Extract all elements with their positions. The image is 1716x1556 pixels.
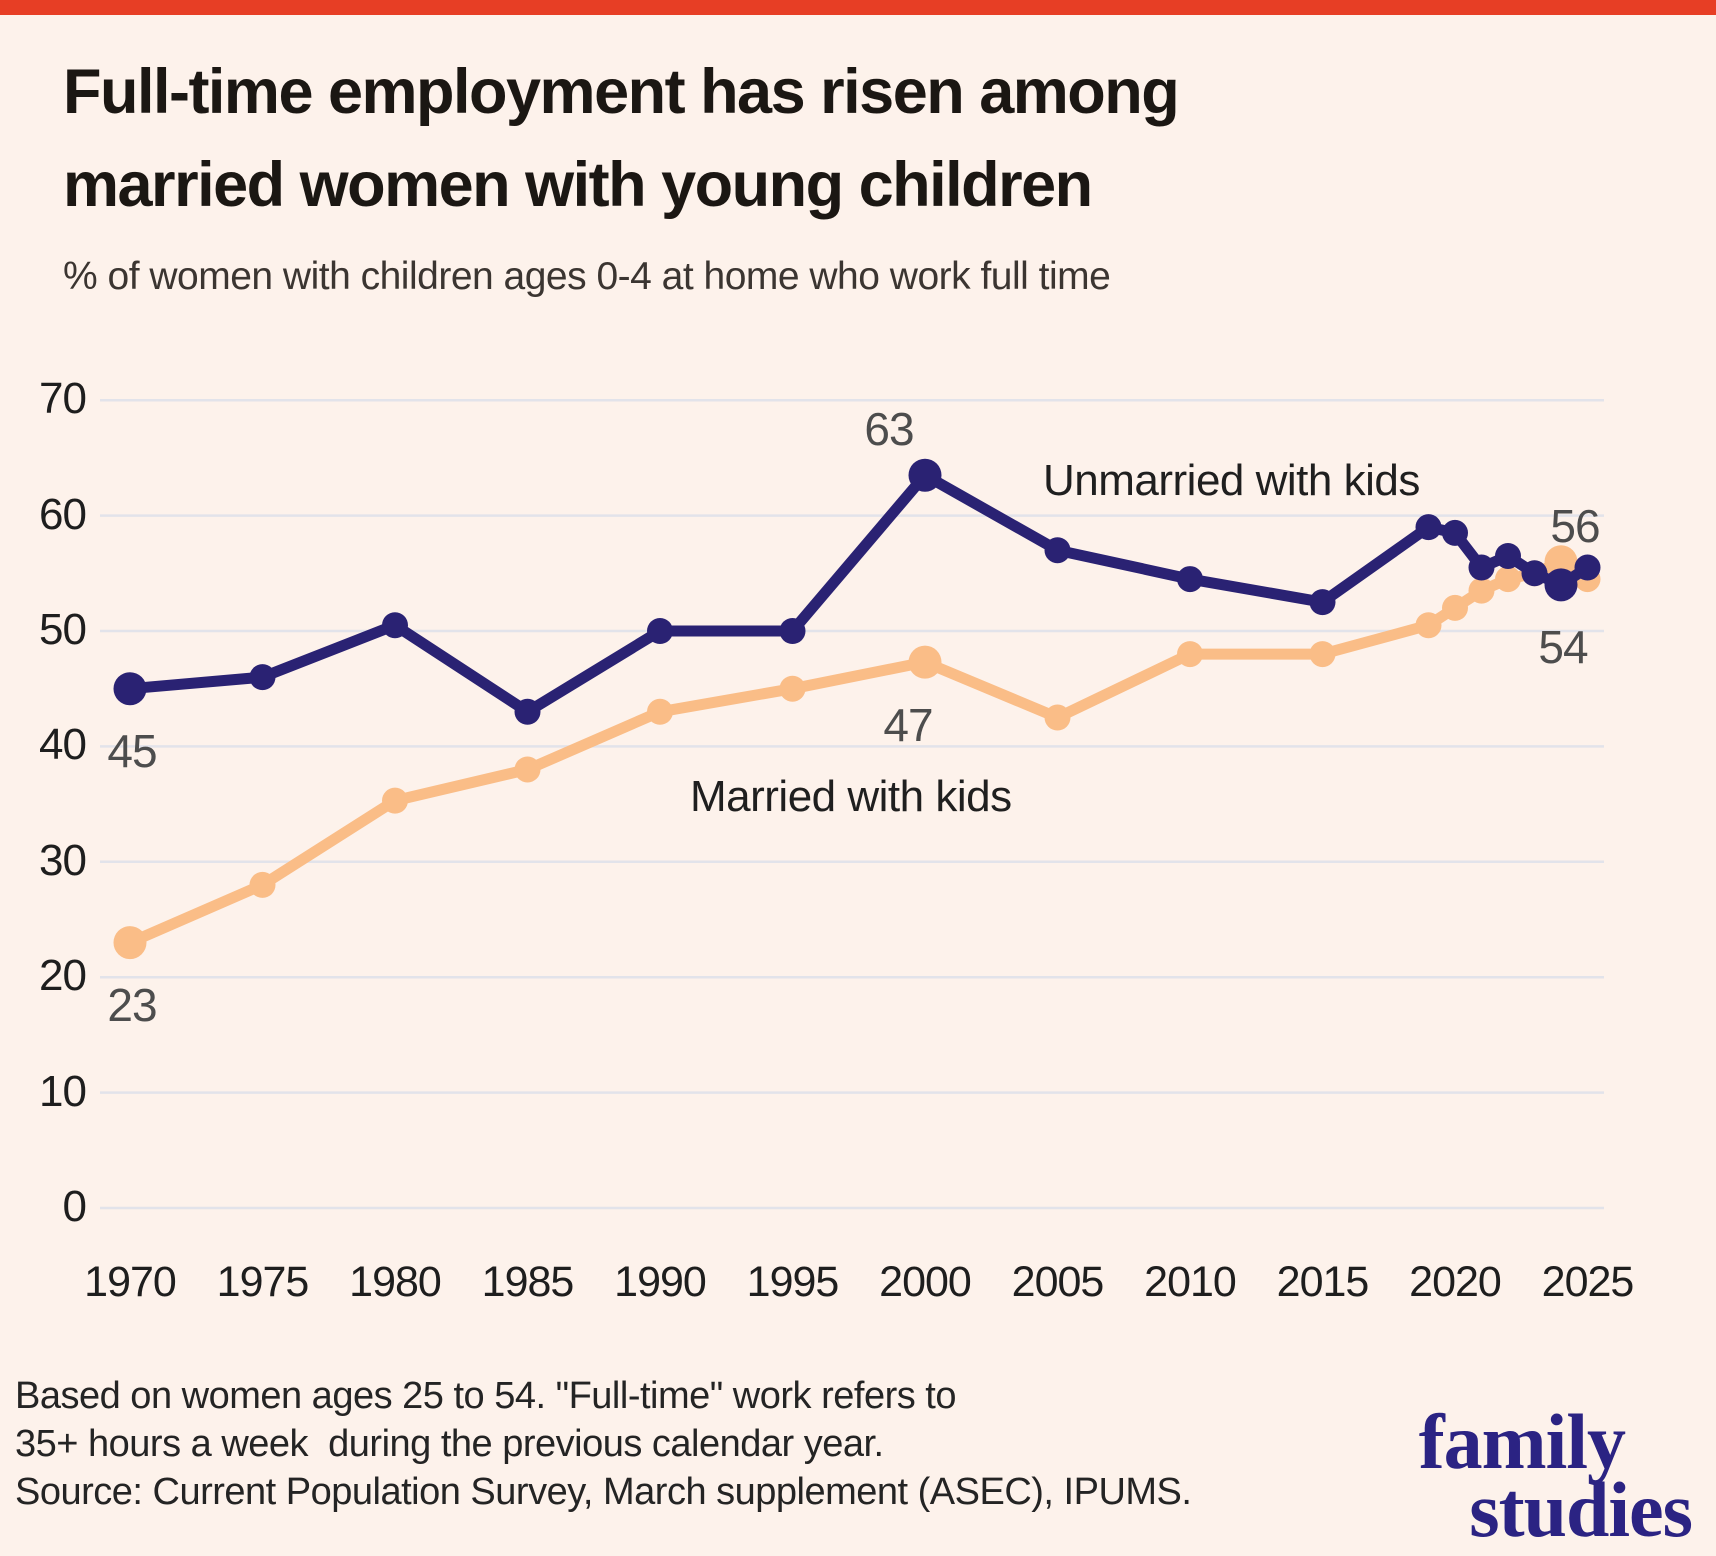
data-point	[249, 871, 276, 898]
data-point	[1044, 537, 1071, 564]
x-tick-label: 1980	[349, 1258, 442, 1306]
x-tick-label: 2020	[1409, 1258, 1502, 1306]
x-tick-label: 2010	[1144, 1258, 1237, 1306]
y-tick-label: 30	[39, 835, 87, 885]
y-tick-label: 50	[39, 605, 87, 654]
series-line-married	[124, 556, 1593, 949]
y-tick-label: 10	[39, 1066, 87, 1116]
data-point	[382, 612, 408, 639]
y-tick-label: 40	[39, 720, 87, 770]
value-annotation: 47	[883, 699, 933, 752]
data-point	[647, 618, 673, 644]
x-tick-label: 1990	[614, 1258, 707, 1306]
value-annotation: 56	[1550, 499, 1600, 552]
data-point	[113, 926, 147, 960]
footnote: Based on women ages 25 to 54. "Full-time…	[15, 1372, 1275, 1516]
data-point	[1309, 641, 1336, 668]
data-point	[1177, 566, 1203, 593]
chart-subtitle: % of women with children ages 0-4 at hom…	[63, 255, 1111, 298]
x-tick-label: 2005	[1011, 1258, 1105, 1306]
logo-word-studies: studies	[1469, 1466, 1693, 1553]
y-tick-label: 20	[39, 951, 87, 1001]
series-label-married: Married with kids	[690, 772, 1012, 821]
data-point	[908, 645, 942, 679]
footnote-line1: Based on women ages 25 to 54. "Full-time…	[15, 1375, 956, 1417]
page-title-line2: married women with young children	[63, 150, 1093, 220]
data-point	[908, 458, 942, 492]
data-point	[1468, 577, 1495, 604]
x-tick-label: 1985	[481, 1258, 575, 1306]
x-tick-label: 2000	[879, 1258, 972, 1306]
data-point	[1309, 589, 1336, 616]
data-point	[1442, 594, 1468, 621]
data-point	[1415, 612, 1442, 639]
x-tick-label: 2015	[1276, 1258, 1370, 1306]
x-tick-label: 1975	[216, 1258, 310, 1306]
data-point	[113, 672, 147, 706]
data-point	[1177, 641, 1203, 668]
value-annotation: 23	[107, 978, 157, 1031]
footnote-line3: Source: Current Population Survey, March…	[15, 1471, 1192, 1513]
data-point	[1495, 542, 1521, 569]
y-tick-label: 70	[39, 374, 87, 424]
data-point	[1544, 545, 1578, 579]
data-point	[1415, 514, 1442, 541]
data-point	[1044, 704, 1071, 731]
data-point	[514, 756, 541, 783]
x-tick-label: 1995	[746, 1258, 840, 1306]
data-point	[1574, 554, 1601, 581]
page-title: Full-time employment has risen among mar…	[63, 46, 1513, 232]
logo-word-family: family	[1418, 1398, 1626, 1485]
data-point	[1521, 560, 1548, 587]
data-point	[1468, 554, 1495, 581]
family-studies-logo: family studies	[1418, 1398, 1693, 1553]
data-point	[514, 698, 541, 725]
x-tick-label: 2025	[1541, 1258, 1635, 1306]
data-point	[1544, 568, 1578, 602]
value-annotation: 54	[1538, 620, 1588, 673]
value-annotation: 63	[864, 403, 914, 456]
page-title-line1: Full-time employment has risen among	[63, 57, 1180, 127]
data-point	[249, 664, 276, 691]
data-point	[1442, 519, 1468, 546]
data-point	[779, 675, 806, 702]
series-label-unmarried: Unmarried with kids	[1043, 456, 1420, 505]
top-accent-bar	[0, 0, 1716, 15]
value-annotation: 45	[107, 724, 157, 777]
data-point	[382, 787, 408, 814]
x-tick-label: 1970	[84, 1258, 177, 1306]
y-tick-label: 60	[39, 489, 87, 539]
footnote-line2: 35+ hours a week during the previous cal…	[15, 1423, 884, 1465]
data-point	[1495, 566, 1521, 593]
y-tick-label: 0	[62, 1182, 87, 1231]
data-point	[779, 618, 806, 644]
data-point	[647, 698, 673, 725]
